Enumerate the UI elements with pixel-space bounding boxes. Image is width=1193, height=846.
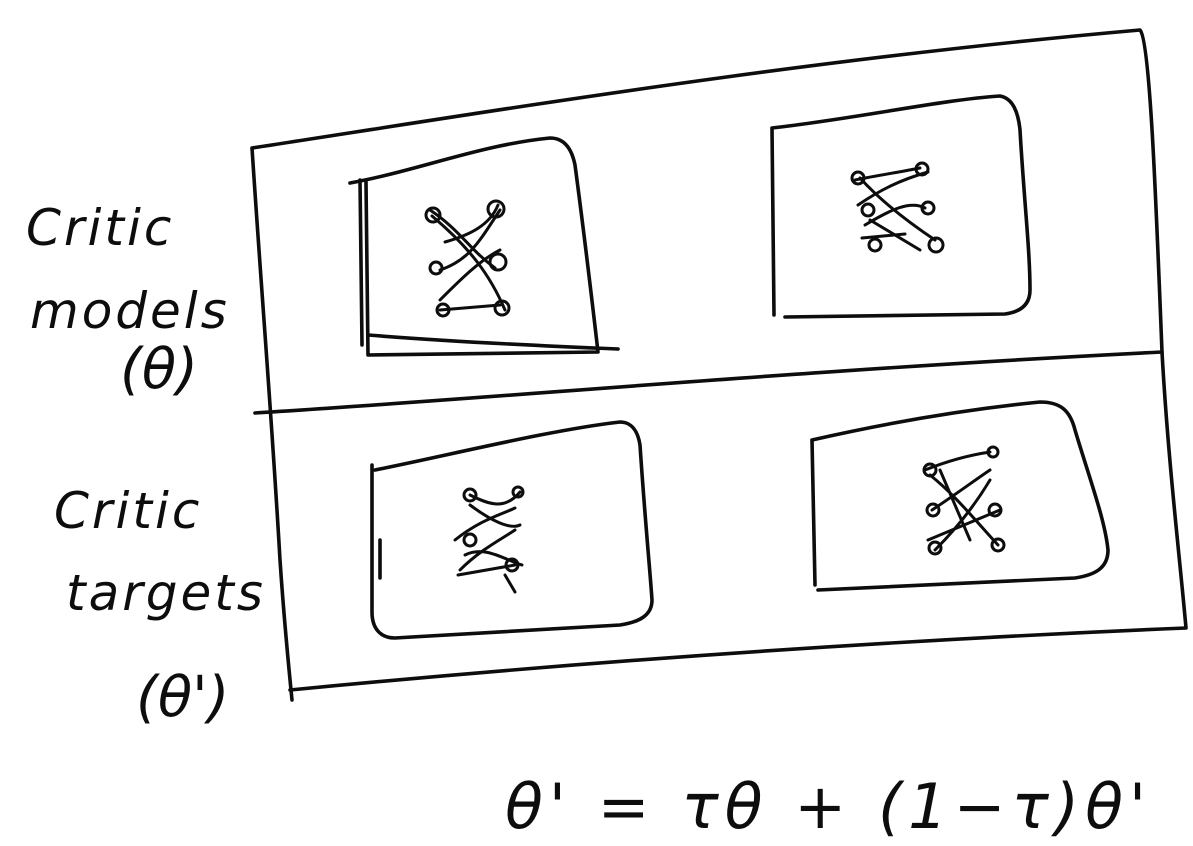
row-1-symbol: (θ) [120,337,198,402]
outer-frame [250,28,1188,702]
row-1-label-line1: Critic [26,199,174,257]
row-2-symbol: (θ') [136,665,229,730]
row-2-label-line2: targets [66,564,266,622]
network-box-bottom-right [810,400,1110,592]
network-box-top-right [770,94,1032,319]
soft-update-formula: θ' = τθ + (1−τ)θ' [505,770,1152,843]
network-box-top-left [348,136,620,357]
row-divider [253,350,1164,415]
row-2-label-line1: Critic [54,482,202,540]
row-1-label-line2: models [30,282,230,340]
network-box-bottom-left [370,420,654,640]
